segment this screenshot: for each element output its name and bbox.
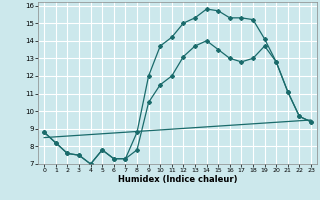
X-axis label: Humidex (Indice chaleur): Humidex (Indice chaleur) [118,175,237,184]
